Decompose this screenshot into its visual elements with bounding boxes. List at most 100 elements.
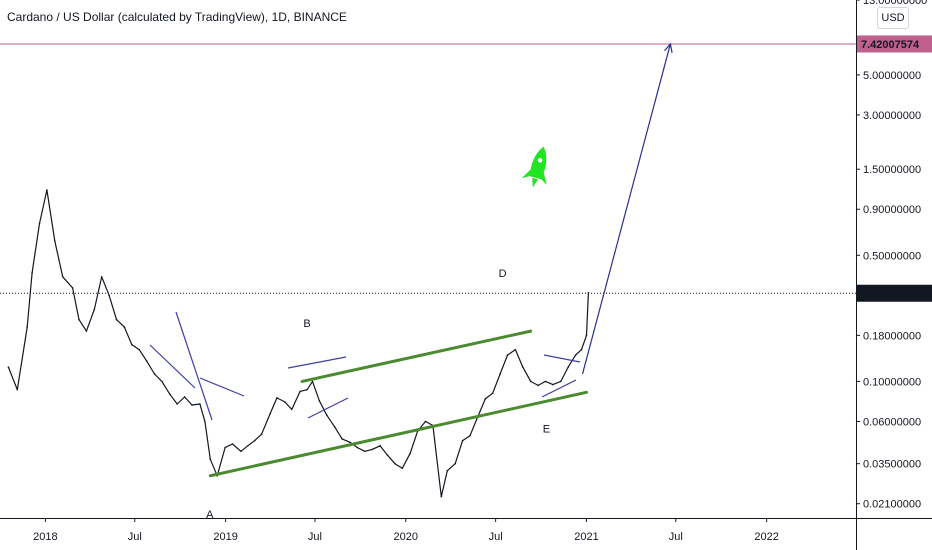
price-point bbox=[183, 396, 186, 398]
price-point bbox=[567, 366, 569, 368]
price-tick-label: 0.90000000 bbox=[863, 204, 921, 216]
wave-label-b: B bbox=[303, 318, 310, 330]
price-point bbox=[115, 318, 118, 321]
price-point bbox=[356, 446, 359, 449]
price-point bbox=[169, 393, 171, 395]
price-point bbox=[469, 434, 471, 437]
price-point bbox=[176, 403, 179, 405]
price-point bbox=[71, 287, 74, 289]
currency-button[interactable]: USD bbox=[877, 7, 909, 29]
price-point bbox=[349, 441, 351, 444]
price-point bbox=[247, 444, 249, 447]
price-tick-label: 5.00000000 bbox=[863, 70, 921, 82]
price-point bbox=[224, 446, 226, 449]
price-point bbox=[306, 388, 308, 391]
price-point bbox=[78, 318, 80, 321]
plot-area[interactable] bbox=[7, 189, 590, 498]
wave-trendline[interactable] bbox=[175, 311, 213, 421]
price-point bbox=[364, 450, 366, 453]
time-tick-label: 2019 bbox=[213, 531, 237, 543]
price-tick-label: 0.03500000 bbox=[863, 459, 921, 471]
price-point bbox=[299, 390, 301, 393]
price-tick-label: 3.00000000 bbox=[863, 110, 921, 122]
price-point bbox=[93, 308, 96, 311]
price-point bbox=[38, 222, 41, 225]
wave-trendline[interactable] bbox=[199, 377, 245, 397]
price-point bbox=[318, 400, 321, 402]
wave-label-a: A bbox=[206, 509, 214, 521]
price-point bbox=[580, 348, 583, 351]
price-tick-label: 13.00000000 bbox=[863, 0, 927, 7]
rocket-icon bbox=[521, 146, 547, 188]
price-tick-label: 0.10000000 bbox=[863, 376, 921, 388]
price-point bbox=[585, 334, 588, 337]
time-tick-label: 2021 bbox=[574, 531, 598, 543]
price-point bbox=[333, 426, 336, 428]
price-point bbox=[191, 404, 193, 406]
time-tick-label: 2022 bbox=[754, 531, 778, 543]
time-tick-label: Jul bbox=[128, 531, 142, 543]
price-point bbox=[16, 388, 19, 391]
price-point bbox=[7, 366, 10, 368]
wave-label-d: D bbox=[499, 268, 507, 280]
time-tick-label: 2020 bbox=[394, 531, 418, 543]
price-point bbox=[260, 433, 263, 435]
price-point bbox=[446, 469, 449, 472]
time-tick-label: 2018 bbox=[33, 531, 57, 543]
target-price-badge bbox=[857, 35, 932, 53]
time-scale[interactable]: 2018 Jul 2019 Jul 2020 Jul 2021 Jul 2022 bbox=[0, 518, 932, 543]
price-point bbox=[491, 392, 494, 395]
drawings-layer: A B D E bbox=[0, 42, 856, 521]
price-point bbox=[31, 271, 33, 274]
price-point bbox=[46, 189, 48, 191]
price-point bbox=[276, 397, 278, 399]
wave-trendline[interactable] bbox=[149, 344, 196, 389]
price-tick-label: 0.50000000 bbox=[863, 250, 921, 262]
price-point bbox=[529, 380, 532, 383]
last-price-label: 0.30810000 bbox=[861, 288, 919, 300]
price-point bbox=[559, 380, 562, 383]
price-point bbox=[544, 380, 547, 383]
price-point bbox=[379, 444, 381, 447]
price-point bbox=[440, 495, 443, 498]
price-point bbox=[461, 439, 464, 442]
price-point bbox=[231, 443, 234, 445]
price-point bbox=[409, 452, 412, 455]
price-point bbox=[284, 401, 286, 403]
price-point bbox=[253, 439, 256, 442]
price-point bbox=[311, 380, 314, 383]
price-point bbox=[26, 326, 28, 328]
last-price-badge bbox=[857, 284, 932, 302]
target-arrow-line[interactable] bbox=[581, 43, 671, 375]
price-point bbox=[108, 294, 110, 297]
price-point bbox=[574, 354, 577, 356]
price-point bbox=[123, 326, 126, 328]
wave-trendline[interactable] bbox=[541, 379, 577, 398]
price-point bbox=[53, 240, 56, 242]
price-point bbox=[394, 462, 396, 465]
price-point bbox=[537, 384, 539, 387]
time-tick-label: Jul bbox=[489, 531, 503, 543]
wave-label-e: E bbox=[543, 424, 550, 436]
price-scale[interactable]: 13.00000000 5.00000000 3.00000000 1.5000000… bbox=[856, 0, 932, 550]
price-point bbox=[552, 383, 554, 386]
wave-trendline[interactable] bbox=[307, 397, 349, 419]
wave-trendline[interactable] bbox=[287, 356, 347, 369]
price-point bbox=[269, 413, 271, 415]
price-tick-label: 1.50000000 bbox=[863, 164, 921, 176]
lower-trendline[interactable] bbox=[208, 390, 588, 478]
upper-trendline[interactable] bbox=[300, 329, 533, 383]
price-point bbox=[326, 414, 328, 416]
price-point bbox=[341, 438, 343, 440]
price-point bbox=[61, 276, 64, 278]
price-point bbox=[401, 467, 404, 470]
wave-trendline[interactable] bbox=[543, 354, 581, 363]
price-tick-label: 0.02100000 bbox=[863, 499, 921, 511]
price-point bbox=[499, 373, 501, 375]
price-series-line[interactable] bbox=[7, 189, 589, 498]
price-point bbox=[290, 408, 293, 411]
price-point bbox=[161, 380, 163, 383]
price-point bbox=[424, 420, 427, 423]
price-tick-label: 0.18000000 bbox=[863, 330, 921, 342]
